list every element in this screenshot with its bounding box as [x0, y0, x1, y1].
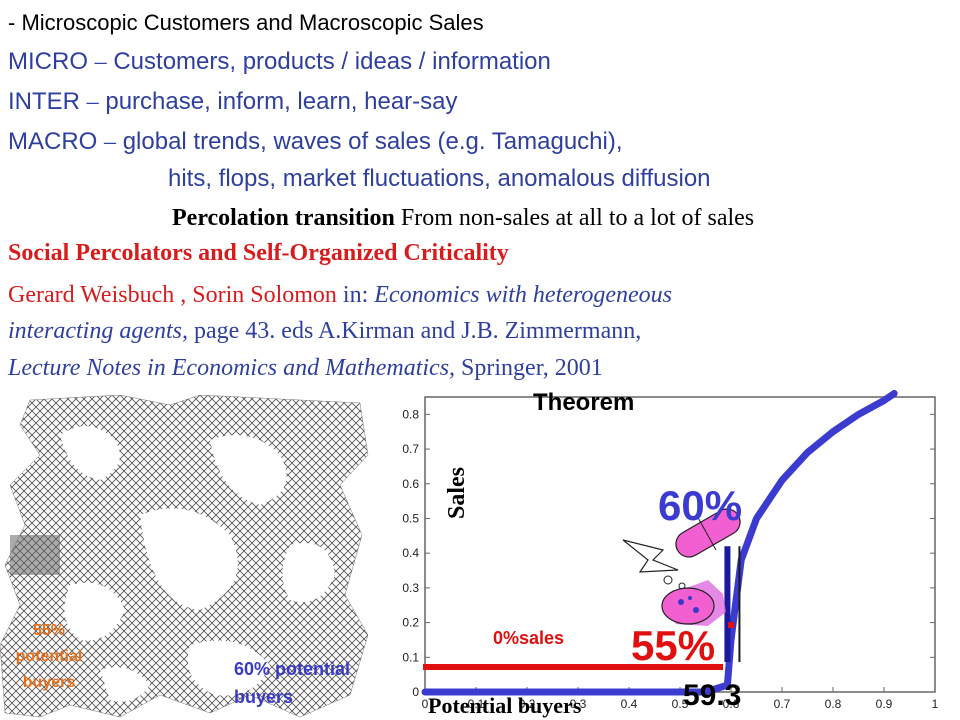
- red-marker: [728, 622, 734, 628]
- pill-cartoon: [622, 508, 741, 626]
- line-series: Lecture Notes in Economics and Mathemati…: [8, 355, 603, 382]
- lattice-label: 55% potential buyers: [0, 618, 98, 696]
- threshold-value-label: 59.3: [683, 679, 741, 712]
- paper-title: Social Percolators and Self-Organized Cr…: [8, 240, 509, 266]
- x-tick-label: 0.7: [774, 697, 791, 711]
- percolation-bold: Percolation transition: [172, 205, 395, 231]
- percent-60-label: 60%: [658, 482, 742, 529]
- y-tick-label: 0.1: [402, 650, 419, 664]
- zero-sales-bar: [423, 664, 723, 670]
- y-tick-label: 0.7: [402, 442, 419, 456]
- line-authors: Gerard Weisbuch , Sorin Solomon in: Econ…: [8, 282, 672, 309]
- y-tick-label: 0.5: [402, 511, 419, 525]
- zero-sales-label: 0%sales: [493, 628, 564, 648]
- x-tick-label: 0.8: [825, 697, 842, 711]
- book-title: Economics with heterogeneous: [374, 282, 672, 308]
- x-tick-label: 0.2: [519, 697, 536, 711]
- percolation-rest: From non-sales at all to a lot of sales: [400, 205, 755, 231]
- book-title-2: interacting agents,: [8, 318, 188, 344]
- series-title: Lecture Notes in Economics and Mathemati…: [8, 355, 456, 381]
- percolation-lattice-image: [0, 395, 375, 720]
- y-tick-label: 0: [412, 685, 419, 699]
- in-word: in:: [336, 282, 375, 308]
- y-axis-label: Sales: [444, 467, 470, 519]
- micro-key: MICRO: [8, 48, 88, 75]
- percent-55-label: 55%: [631, 622, 715, 669]
- inter-text: purchase, inform, learn, hear-say: [105, 88, 458, 115]
- x-axis-label: Potential buyers: [428, 693, 582, 718]
- x-tick-label: 0.5: [672, 697, 689, 711]
- y-tick-label: 0.2: [402, 616, 419, 630]
- publisher: Springer, 2001: [455, 355, 603, 381]
- line-macro-2: hits, flops, market fluctuations, anomal…: [168, 165, 711, 192]
- line-microscopic: - Microscopic Customers and Macroscopic …: [8, 10, 484, 36]
- sales-curve: [421, 390, 898, 696]
- heading-text: Microscopic Customers and Macroscopic Sa…: [21, 10, 484, 35]
- line-micro: MICRO – Customers, products / ideas / in…: [8, 48, 551, 76]
- x-tick-label: 0.1: [468, 697, 485, 711]
- bullet-dash: -: [8, 10, 16, 35]
- y-tick-label: 0.3: [402, 581, 419, 595]
- macro-text: global trends, waves of sales (e.g. Tama…: [122, 128, 623, 155]
- micro-text: Customers, products / ideas / informatio…: [113, 48, 551, 75]
- y-tick-labels: 0 0.1 0.2 0.3 0.4 0.5 0.6 0.7 0.8: [402, 407, 419, 699]
- x-tick-label: 0.6: [723, 697, 740, 711]
- lattice-label-line-1: 55%: [32, 622, 66, 639]
- theorem-label: Theorem: [533, 389, 634, 416]
- x-tick-label: 0.3: [570, 697, 587, 711]
- line-inter: INTER – purchase, inform, learn, hear-sa…: [8, 88, 458, 116]
- buyers-60-label: 60% potential buyers: [234, 655, 350, 711]
- buyers-60-line-1: 60% potential: [234, 659, 351, 679]
- inter-dash: –: [86, 89, 99, 115]
- macro-key: MACRO: [8, 128, 98, 155]
- inter-key: INTER: [8, 88, 80, 115]
- macro-dash: –: [104, 129, 117, 155]
- x-tick-label: 1: [932, 697, 939, 711]
- y-tick-label: 0.6: [402, 477, 419, 491]
- pages-editors: page 43. eds A.Kirman and J.B. Zimmerman…: [187, 318, 642, 344]
- x-tick-label: 0.4: [621, 697, 638, 711]
- x-tick-label: 0.9: [876, 697, 893, 711]
- line-macro: MACRO – global trends, waves of sales (e…: [8, 128, 623, 156]
- sales-chart: 0 0.1 0.2 0.3 0.4 0.5 0.6 0.7 0.8 0.9 1 0 0.1 0.2 0.3…: [402, 389, 939, 718]
- line-percolation: Percolation transition From non-sales at…: [172, 205, 754, 232]
- lattice-label-line-3: buyers: [22, 674, 76, 691]
- x-tick-labels: 0 0.1 0.2 0.3 0.4 0.5 0.6 0.7 0.8 0.9 1: [422, 697, 939, 711]
- x-tick-label: 0: [422, 697, 429, 711]
- buyers-60-line-2: buyers: [234, 687, 294, 707]
- lattice-label-line-2: potential: [15, 648, 83, 665]
- micro-dash: –: [94, 49, 107, 75]
- line-book: interacting agents, page 43. eds A.Kirma…: [8, 318, 641, 345]
- y-tick-label: 0.8: [402, 407, 419, 421]
- authors: Gerard Weisbuch , Sorin Solomon: [8, 282, 337, 308]
- y-tick-label: 0.4: [402, 546, 419, 560]
